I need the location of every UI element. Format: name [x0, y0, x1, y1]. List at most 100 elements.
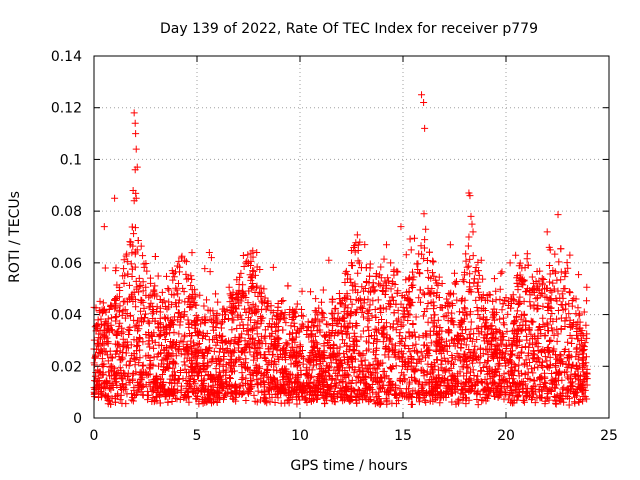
- roti-point: [436, 323, 444, 331]
- roti-point: [166, 342, 174, 350]
- roti-point: [96, 297, 104, 305]
- roti-point: [245, 287, 253, 295]
- roti-point: [236, 334, 244, 342]
- roti-point: [217, 324, 225, 332]
- roti-point: [499, 300, 507, 308]
- roti-point: [553, 337, 561, 345]
- roti-point: [142, 283, 150, 291]
- roti-point: [240, 263, 248, 271]
- roti-point: [249, 253, 257, 261]
- roti-point: [261, 390, 269, 398]
- roti-point: [158, 342, 166, 350]
- roti-point: [251, 271, 259, 279]
- roti-point: [324, 383, 332, 391]
- roti-point: [512, 362, 520, 370]
- roti-peak-point: [451, 269, 458, 277]
- roti-point: [264, 299, 272, 307]
- roti-point: [102, 348, 110, 356]
- roti-point: [179, 284, 187, 292]
- roti-point: [309, 337, 317, 345]
- roti-point: [581, 375, 589, 383]
- roti-point: [506, 383, 514, 391]
- roti-point: [343, 383, 351, 391]
- roti-point: [356, 304, 364, 312]
- roti-point: [498, 268, 506, 276]
- roti-point: [343, 324, 351, 332]
- roti-point: [97, 390, 105, 398]
- roti-point: [496, 295, 504, 303]
- roti-point: [302, 395, 310, 403]
- roti-point: [579, 342, 587, 350]
- roti-point: [165, 298, 173, 306]
- roti-peak-point: [130, 197, 138, 205]
- roti-point: [470, 372, 478, 380]
- roti-point: [406, 311, 414, 319]
- y-tick-label: 0.06: [51, 256, 82, 272]
- roti-point: [353, 399, 361, 407]
- roti-peak-point: [212, 290, 220, 298]
- roti-point: [509, 342, 517, 350]
- roti-point: [180, 288, 188, 296]
- roti-point: [400, 341, 408, 349]
- roti-point: [124, 258, 132, 266]
- roti-peak-point: [205, 249, 213, 257]
- roti-point: [91, 361, 99, 369]
- roti-point: [578, 327, 586, 335]
- roti-point: [553, 325, 561, 333]
- roti-point: [252, 370, 260, 378]
- roti-point: [335, 349, 343, 357]
- roti-point: [242, 309, 250, 316]
- roti-point: [375, 319, 383, 327]
- roti-point: [525, 349, 533, 357]
- roti-point: [365, 332, 373, 340]
- roti-point: [253, 349, 261, 357]
- roti-point: [405, 288, 413, 296]
- roti-point: [281, 309, 289, 317]
- roti-point: [548, 370, 556, 378]
- roti-point: [489, 297, 497, 305]
- roti-point: [127, 341, 135, 349]
- roti-point: [249, 326, 257, 334]
- roti-point: [410, 328, 418, 336]
- roti-point: [304, 379, 312, 387]
- roti-point: [516, 380, 524, 388]
- roti-point: [428, 285, 436, 293]
- roti-point: [407, 400, 415, 408]
- roti-point: [142, 310, 150, 318]
- roti-point: [512, 251, 520, 259]
- x-tick-label: 15: [394, 428, 412, 444]
- roti-point: [238, 369, 246, 377]
- roti-point: [257, 284, 265, 292]
- roti-point: [386, 364, 394, 372]
- roti-point: [105, 305, 113, 313]
- roti-point: [345, 334, 353, 342]
- roti-point: [125, 281, 133, 289]
- roti-point: [336, 295, 344, 303]
- roti-point: [235, 354, 243, 362]
- roti-point: [262, 357, 270, 365]
- roti-point: [387, 285, 395, 293]
- roti-peak-point: [420, 99, 428, 107]
- roti-point: [507, 386, 515, 394]
- roti-point: [513, 307, 521, 315]
- roti-point: [293, 357, 301, 365]
- roti-point: [96, 308, 104, 316]
- roti-point: [546, 353, 554, 361]
- roti-point: [474, 401, 482, 409]
- roti-point: [148, 309, 156, 317]
- roti-peak-point: [422, 225, 430, 233]
- roti-point: [494, 360, 502, 368]
- roti-point: [316, 347, 324, 355]
- roti-point: [238, 315, 246, 323]
- roti-point: [405, 345, 413, 353]
- roti-point: [496, 379, 504, 387]
- roti-peak-point: [397, 223, 405, 231]
- roti-point: [579, 368, 587, 376]
- roti-point: [531, 382, 539, 390]
- roti-point: [547, 304, 555, 312]
- roti-point: [208, 399, 216, 407]
- roti-point: [457, 344, 465, 352]
- roti-point: [396, 355, 404, 363]
- roti-point: [496, 285, 504, 293]
- roti-point: [436, 382, 444, 390]
